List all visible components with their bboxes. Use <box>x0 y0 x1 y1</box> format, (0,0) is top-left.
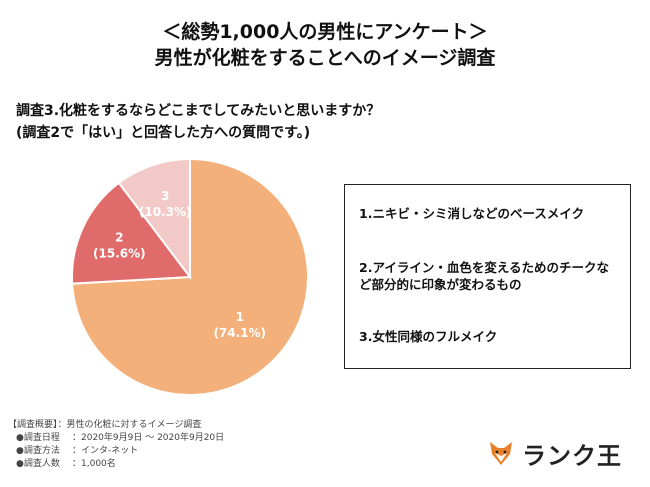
pie-chart: 1 (74.1%) 2 (15.6%) 3 (10.3%) <box>71 157 309 396</box>
survey-key: ●調査方法 <box>16 446 60 456</box>
legend-box: 1.ニキビ・シミ消しなどのベースメイク 2.アイライン・血色を変えるためのチーク… <box>344 184 631 369</box>
pie-slice-3 <box>117 157 191 280</box>
pie-label-percent: (15.6%) <box>93 246 146 260</box>
survey-row: ●調査日程 ：2020年9月9日 〜 2020年9月20日 <box>16 432 224 444</box>
question-text: 調査3.化粧をするならどこまでしてみたいと思いますか？ <box>16 103 381 119</box>
survey-heading-label: 【調査概要】 <box>8 420 58 430</box>
pie-label-category: 1 <box>236 310 244 324</box>
legend-item-1: 1.ニキビ・シミ消しなどのベースメイク <box>359 206 585 221</box>
survey-value: ：2020年9月9日 〜 2020年9月20日 <box>72 433 225 443</box>
survey-row: ●調査人数 ：1,000名 <box>16 458 116 470</box>
survey-key: ●調査日程 <box>16 433 60 443</box>
chart-title-line1: ＜総勢1,000人の男性にアンケート＞ <box>162 21 488 43</box>
fox-icon <box>490 442 512 465</box>
chart-title-line2: 男性が化粧をすることへのイメージ調査 <box>154 47 496 69</box>
legend-item-3: 3.女性同様のフルメイク <box>359 329 498 344</box>
rankking-logo: ランク王 <box>486 436 622 470</box>
survey-heading-value: ：男性の化粧に対するイメージ調査 <box>57 420 202 430</box>
survey-row: ●調査方法 ：インタ-ネット <box>16 445 138 457</box>
question-note: (調査2で「はい」と回答した方への質問です。) <box>16 125 311 141</box>
survey-value: ：インタ-ネット <box>72 446 139 456</box>
pie-slice-2 <box>71 181 192 285</box>
legend-item-2: 2.アイライン・血色を変えるためのチークなど部分的に印象が変わるもの <box>359 260 609 292</box>
survey-value: ：1,000名 <box>72 459 116 469</box>
survey-heading: 【調査概要】：男性の化粧に対するイメージ調査 <box>8 419 201 431</box>
pie-label-percent: (74.1%) <box>213 326 266 340</box>
pie-label-category: 3 <box>161 189 169 203</box>
pie-label-percent: (10.3%) <box>139 205 192 219</box>
pie-label-category: 2 <box>115 230 123 244</box>
survey-key: ●調査人数 <box>16 459 60 469</box>
logo-text: ランク王 <box>522 441 622 470</box>
